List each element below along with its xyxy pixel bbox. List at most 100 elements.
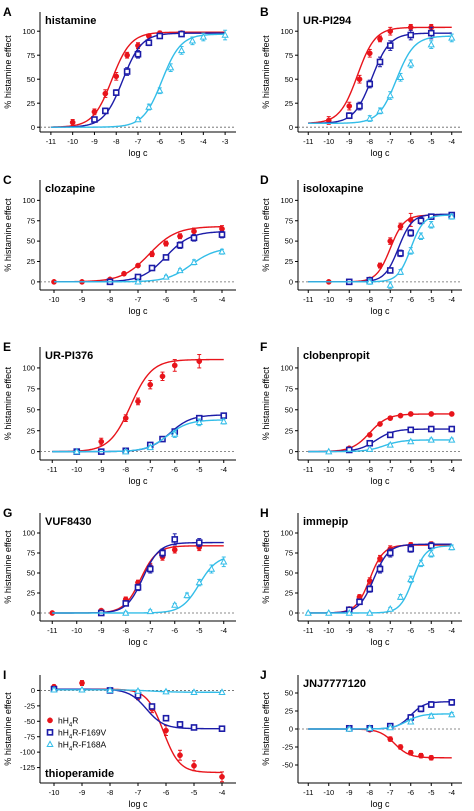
y-tick-label: -100 xyxy=(20,748,35,757)
data-point xyxy=(427,29,435,37)
x-tick-label: -8 xyxy=(366,295,373,304)
data-point xyxy=(162,687,170,695)
y-tick-label: -50 xyxy=(24,717,35,726)
data-point xyxy=(366,445,374,452)
data-point xyxy=(366,50,373,57)
x-tick-label: -7 xyxy=(387,788,394,797)
fit-curve-hh4r-f168a xyxy=(308,713,452,730)
fit-curve-hh4r xyxy=(50,31,226,128)
y-tick-label: 0 xyxy=(31,609,35,618)
legend-marker xyxy=(46,740,54,748)
x-tick-label: -7 xyxy=(135,295,142,304)
y-tick-label: 25 xyxy=(285,589,293,598)
x-tick-label: -6 xyxy=(171,626,178,635)
data-point xyxy=(171,536,179,543)
y-axis-label: % histamine effect xyxy=(261,198,271,272)
data-point xyxy=(417,232,425,239)
data-point xyxy=(386,431,394,439)
legend-label-subscript: 4 xyxy=(69,746,73,752)
data-point xyxy=(417,705,425,713)
data-point xyxy=(366,80,374,88)
y-tick-label: 75 xyxy=(285,216,293,225)
x-tick-label: -7 xyxy=(387,295,394,304)
x-tick-label: -8 xyxy=(366,788,373,797)
panel-letter: F xyxy=(260,340,267,354)
y-tick-label: 0 xyxy=(289,609,293,618)
data-point xyxy=(448,425,456,433)
data-point xyxy=(191,228,197,235)
data-point xyxy=(159,549,166,557)
data-point xyxy=(171,429,179,437)
y-tick-label: 50 xyxy=(285,569,293,578)
fit-curve-hh4r-f169v xyxy=(50,32,226,128)
y-axis-label: % histamine effect xyxy=(3,198,13,272)
legend-marker xyxy=(46,729,54,736)
x-tick-label: -7 xyxy=(147,626,154,635)
y-tick-label: 0 xyxy=(289,123,293,132)
y-tick-label: 75 xyxy=(285,384,293,393)
y-axis-label: % histamine effect xyxy=(3,530,13,604)
data-point xyxy=(145,39,153,47)
x-tick-label: -3 xyxy=(222,137,229,146)
x-tick-label: -5 xyxy=(428,465,435,474)
data-point xyxy=(122,608,130,616)
data-point xyxy=(396,592,405,600)
x-tick-label: -6 xyxy=(163,295,170,304)
x-axis-label: log c xyxy=(370,799,390,809)
legend-label: hH4R-F168A xyxy=(58,739,107,752)
data-point xyxy=(427,425,435,433)
y-tick-label: 75 xyxy=(27,51,35,60)
x-axis-label: log c xyxy=(128,148,148,158)
data-point xyxy=(417,217,425,225)
y-tick-label: 50 xyxy=(285,689,293,698)
data-point xyxy=(366,585,374,593)
y-tick-label: 50 xyxy=(285,75,293,84)
compound-title: isoloxapine xyxy=(303,183,364,195)
panel-letter: J xyxy=(260,668,267,682)
data-point xyxy=(148,703,156,710)
y-tick-label: 50 xyxy=(27,569,35,578)
panel-letter: D xyxy=(260,173,269,187)
x-tick-label: -7 xyxy=(147,465,154,474)
x-tick-label: -6 xyxy=(407,295,414,304)
data-point xyxy=(427,542,435,550)
data-point xyxy=(195,539,203,546)
data-point xyxy=(135,398,141,405)
data-point xyxy=(448,212,456,220)
data-point xyxy=(171,546,178,553)
data-point xyxy=(407,426,415,434)
x-tick-label: -8 xyxy=(366,465,373,474)
data-point xyxy=(448,699,456,706)
x-tick-label: -5 xyxy=(428,137,435,146)
panel-letter: C xyxy=(3,173,12,187)
data-point xyxy=(377,36,383,42)
y-axis-label: % histamine effect xyxy=(3,366,13,440)
y-tick-label: 100 xyxy=(280,27,293,36)
x-tick-label: -10 xyxy=(71,465,82,474)
compound-title: thioperamide xyxy=(45,768,114,780)
data-point xyxy=(376,106,384,114)
data-point xyxy=(163,240,169,247)
x-axis-label: log c xyxy=(128,637,148,647)
data-point xyxy=(176,721,184,728)
legend-label-subscript: 4 xyxy=(69,722,73,728)
data-point xyxy=(122,415,129,421)
panel-e: E 0 25 50 75 100 -11 -10 -9 -8 -7 -6 -5 -4 log c % hist… xyxy=(3,340,236,486)
x-tick-label: -8 xyxy=(122,626,129,635)
data-point xyxy=(73,447,81,455)
y-tick-label: 100 xyxy=(22,27,35,36)
data-point xyxy=(146,443,154,451)
x-tick-label: -4 xyxy=(448,788,455,797)
data-point xyxy=(356,76,363,83)
compound-title: UR-PI294 xyxy=(303,15,352,27)
x-axis-label: log c xyxy=(370,306,390,316)
y-tick-label: 100 xyxy=(280,529,293,538)
y-tick-label: 75 xyxy=(285,549,293,558)
x-tick-label: -7 xyxy=(135,137,142,146)
legend-label-main: hH xyxy=(58,715,69,725)
data-point xyxy=(407,246,415,254)
x-tick-label: -9 xyxy=(98,465,105,474)
data-point xyxy=(376,565,384,573)
data-point xyxy=(407,24,414,31)
data-point xyxy=(366,608,374,616)
